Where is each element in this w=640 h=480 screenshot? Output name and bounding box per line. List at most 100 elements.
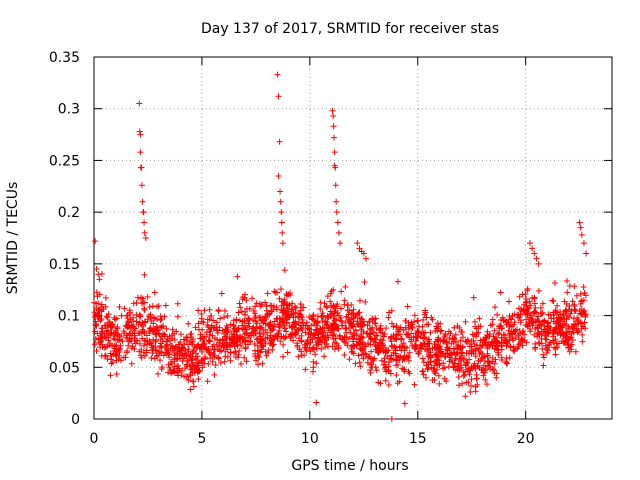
data-point [124,347,131,354]
data-point [505,327,512,334]
data-point [206,306,213,313]
data-point [554,340,561,347]
data-point [333,325,340,332]
data-point [330,303,337,310]
data-point [473,331,480,338]
data-point [288,306,295,313]
data-point [540,351,547,358]
data-point [131,345,138,352]
data-point [215,354,222,361]
data-point [189,378,196,385]
data-point [218,347,225,354]
data-point [323,321,330,328]
data-point [541,317,548,324]
data-point [367,369,374,376]
data-point [520,328,527,335]
data-point [483,381,490,388]
data-point [312,326,319,333]
data-point [459,334,466,341]
data-point [425,336,432,343]
data-point [472,346,479,353]
data-point [271,323,278,330]
data-point [380,333,387,340]
data-point [448,356,455,363]
data-point [427,354,434,361]
data-point [189,348,196,355]
data-point [276,138,283,145]
data-point [473,371,480,378]
data-point [280,353,287,360]
data-point [402,343,409,350]
data-point [396,357,403,364]
data-point [354,311,361,318]
data-point [437,337,444,344]
y-tick-label: 0.1 [58,309,80,325]
data-point [112,351,119,358]
data-point [566,348,573,355]
data-point [194,369,201,376]
data-point [492,304,498,311]
data-point [194,359,201,366]
data-point [356,245,363,252]
data-point [234,326,241,333]
data-point [242,309,249,316]
data-point [390,323,397,330]
data-point [509,312,516,319]
data-point [93,321,100,328]
data-point [366,333,373,340]
data-point [140,209,147,216]
data-point [576,219,583,226]
data-point [237,304,244,311]
data-point [527,328,534,335]
data-point [162,302,169,309]
data-point [327,322,334,329]
data-point [463,350,470,357]
y-tick-label: 0.35 [49,50,80,66]
data-point [569,298,576,305]
data-point [201,307,208,314]
data-point [579,338,586,345]
data-point [153,323,160,330]
data-point [209,343,216,350]
data-point [360,250,367,257]
data-point [498,346,505,353]
data-point [102,343,109,350]
data-point [558,338,565,345]
data-point [96,276,103,283]
data-point [331,321,338,328]
data-point [456,382,463,389]
data-point [427,329,434,336]
data-point [317,325,324,332]
data-point [429,377,436,384]
data-point [420,359,427,366]
data-point [215,355,222,362]
data-point [296,310,303,317]
data-point [205,337,212,344]
data-point [465,365,472,372]
data-point [341,334,348,341]
data-point [388,416,395,422]
data-point [545,342,552,349]
data-point [308,315,315,322]
data-point [280,319,287,326]
data-point [431,362,438,369]
data-point [417,344,424,351]
data-point [277,338,284,345]
data-point [466,347,473,354]
data-point [521,331,528,338]
data-point [484,331,491,338]
data-point [169,332,176,339]
data-point [573,318,580,325]
data-point [378,357,385,364]
data-point [324,314,331,321]
data-point [537,321,544,328]
data-point [291,303,298,310]
data-point [485,339,492,346]
data-point [278,219,285,226]
data-point [251,347,258,354]
data-point [479,342,486,349]
data-point [535,329,542,336]
data-point [423,362,430,369]
data-point [354,318,361,325]
data-point [161,349,168,356]
